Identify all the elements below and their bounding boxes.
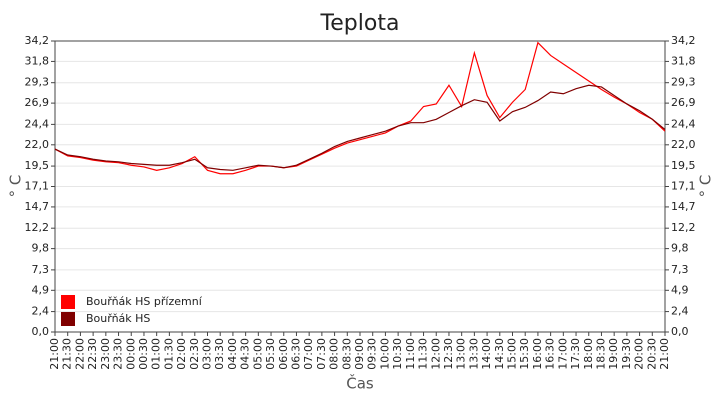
- x-tick-label: 01:30: [162, 338, 175, 370]
- y2-tick-label: 31,8: [671, 54, 696, 67]
- x-tick-label: 19:00: [607, 338, 620, 370]
- x-tick-label: 14:30: [493, 338, 506, 370]
- legend-label: Bouřňák HS přízemní: [86, 295, 203, 308]
- x-tick-label: 17:30: [569, 338, 582, 370]
- x-tick-label: 00:00: [124, 338, 137, 370]
- y-tick-label: 22,0: [25, 138, 50, 151]
- x-tick-label: 22:30: [86, 338, 99, 370]
- y-tick-label: 12,2: [25, 221, 50, 234]
- x-tick-label: 05:30: [264, 338, 277, 370]
- x-tick-label: 16:30: [544, 338, 557, 370]
- x-tick-label: 23:00: [99, 338, 112, 370]
- x-tick-label: 14:00: [480, 338, 493, 370]
- x-tick-label: 00:30: [137, 338, 150, 370]
- x-tick-label: 01:00: [150, 338, 163, 370]
- y2-tick-label: 19,5: [671, 159, 696, 172]
- x-tick-label: 15:00: [506, 338, 519, 370]
- y2-tick-label: 9,8: [671, 242, 689, 255]
- y2-tick-label: 14,7: [671, 200, 696, 213]
- x-tick-label: 15:30: [518, 338, 531, 370]
- y-tick-label: 29,3: [25, 76, 50, 89]
- x-tick-label: 08:30: [340, 338, 353, 370]
- y-tick-label: 26,9: [25, 96, 50, 109]
- x-tick-label: 07:30: [315, 338, 328, 370]
- x-tick-label: 20:30: [645, 338, 658, 370]
- x-axis-title: Čas: [346, 374, 374, 393]
- y-tick-label: 0,0: [32, 325, 50, 338]
- x-tick-label: 02:30: [188, 338, 201, 370]
- y-tick-label: 19,5: [25, 159, 50, 172]
- x-tick-label: 10:00: [378, 338, 391, 370]
- y2-tick-label: 12,2: [671, 221, 696, 234]
- y-tick-label: 7,3: [32, 263, 50, 276]
- x-tick-label: 19:30: [620, 338, 633, 370]
- y2-tick-label: 17,1: [671, 180, 696, 193]
- x-tick-label: 03:00: [201, 338, 214, 370]
- y-tick-label: 2,4: [32, 305, 50, 318]
- x-tick-label: 23:30: [112, 338, 125, 370]
- x-tick-label: 07:00: [302, 338, 315, 370]
- y2-tick-label: 7,3: [671, 263, 689, 276]
- x-tick-label: 09:30: [366, 338, 379, 370]
- y2-tick-label: 26,9: [671, 96, 696, 109]
- x-tick-label: 13:00: [455, 338, 468, 370]
- x-tick-label: 04:30: [239, 338, 252, 370]
- x-tick-label: 06:00: [277, 338, 290, 370]
- y-tick-label: 9,8: [32, 242, 50, 255]
- plot-frame: [54, 40, 666, 333]
- y2-tick-label: 2,4: [671, 305, 689, 318]
- x-tick-label: 08:00: [328, 338, 341, 370]
- x-tick-label: 10:30: [391, 338, 404, 370]
- x-tick-label: 22:00: [73, 338, 86, 370]
- y-tick-label: 34,2: [25, 34, 50, 47]
- y2-tick-label: 34,2: [671, 34, 696, 47]
- series-line: [54, 41, 666, 175]
- y2-tick-label: 0,0: [671, 325, 689, 338]
- x-tick-label: 03:30: [213, 338, 226, 370]
- x-tick-label: 04:00: [226, 338, 239, 370]
- x-tick-label: 18:00: [582, 338, 595, 370]
- y-tick-label: 31,8: [25, 54, 50, 67]
- y-tick-label: 17,1: [25, 180, 50, 193]
- y-tick-label: 24,4: [25, 117, 50, 130]
- x-tick-label: 05:00: [251, 338, 264, 370]
- x-tick-label: 13:30: [467, 338, 480, 370]
- y2-tick-label: 29,3: [671, 76, 696, 89]
- x-tick-label: 06:30: [289, 338, 302, 370]
- y-tick-label: 4,9: [32, 283, 50, 296]
- x-tick-label: 09:00: [353, 338, 366, 370]
- x-tick-label: 11:30: [417, 338, 430, 370]
- legend-swatch: [61, 312, 75, 326]
- x-tick-label: 17:00: [556, 338, 569, 370]
- x-tick-label: 12:30: [442, 338, 455, 370]
- y2-tick-label: 4,9: [671, 283, 689, 296]
- x-tick-label: 11:00: [404, 338, 417, 370]
- legend-swatch: [61, 295, 75, 309]
- x-tick-label: 21:30: [61, 338, 74, 370]
- x-tick-label: 12:00: [429, 338, 442, 370]
- legend-label: Bouřňák HS: [86, 312, 150, 325]
- x-tick-label: 21:00: [658, 338, 671, 370]
- y2-tick-label: 22,0: [671, 138, 696, 151]
- x-tick-label: 02:00: [175, 338, 188, 370]
- y2-axis-title: ° C: [697, 175, 715, 198]
- chart-title: Teplota: [320, 11, 400, 36]
- x-tick-label: 20:00: [633, 338, 646, 370]
- x-tick-label: 18:30: [594, 338, 607, 370]
- y-tick-label: 14,7: [25, 200, 50, 213]
- y2-tick-label: 24,4: [671, 117, 696, 130]
- y-axis-title: ° C: [7, 175, 25, 198]
- x-tick-label: 16:00: [531, 338, 544, 370]
- series-line: [54, 84, 666, 171]
- x-tick-label: 21:00: [48, 338, 61, 370]
